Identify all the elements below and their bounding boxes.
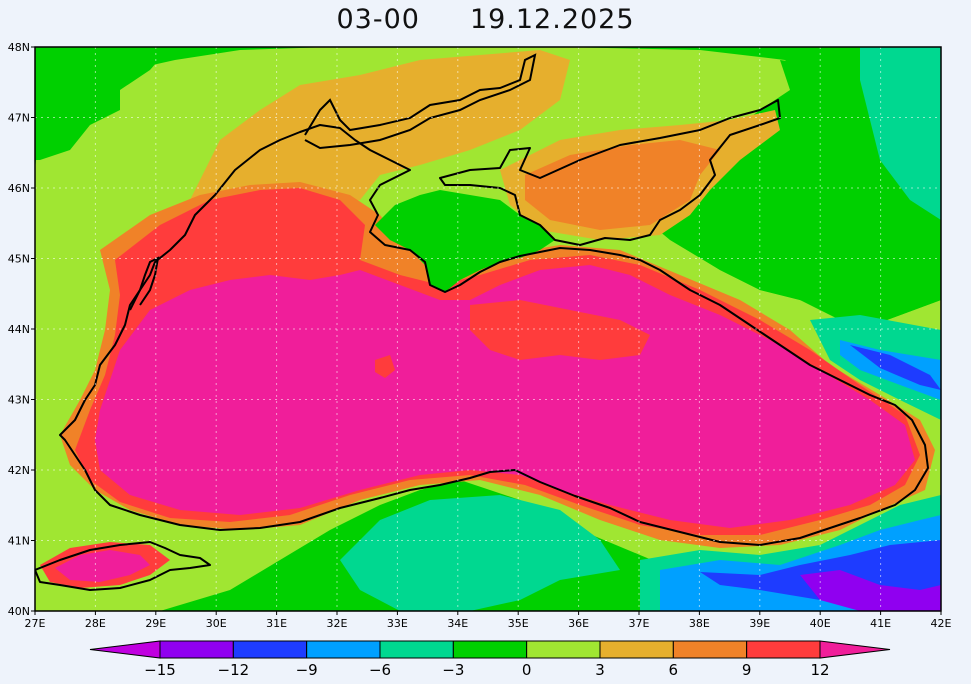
lon-label: 32E [327,617,348,630]
color-legend: −15 −12 −9 −6 −3 0 3 6 9 12 [89,640,891,679]
legend-swatch [746,640,821,659]
latitude-labels: 40N 41N 42N 43N 44N 45N 46N 47N 48N [8,41,35,618]
lat-label: 42N [8,464,30,477]
land-purple-patch-e [850,345,941,390]
lon-label: 34E [447,617,468,630]
lon-label: 42E [931,617,952,630]
legend-swatch [379,640,454,659]
lon-label: 29E [145,617,166,630]
region-orange-north [190,50,570,240]
legend-swatch [672,640,748,659]
legend-swatch [819,640,891,659]
sea-magenta-core [95,265,915,528]
lon-label: 28E [85,617,106,630]
legend-label: 6 [669,661,679,679]
legend-label: 9 [742,661,752,679]
land-crimea [375,190,555,292]
land-purple-patch-se [800,570,941,611]
region-marmara-magenta [55,550,150,582]
lon-label: 30E [206,617,227,630]
coastline-azov [439,99,781,246]
coastline-marmara [35,541,211,591]
legend-label: −12 [218,661,250,679]
lon-label: 33E [387,617,408,630]
lon-label: 36E [568,617,589,630]
lon-label: 40E [810,617,831,630]
land-green-patch-nw [35,47,170,160]
lon-label: 39E [749,617,770,630]
legend-swatch [232,640,308,659]
lon-label: 37E [629,617,650,630]
longitude-labels: 27E 28E 29E 30E 31E 32E 33E 34E 35E 36E 37E 38E 39E 4… [25,611,952,630]
legend-label: −15 [144,661,176,679]
land-teal-patch-south [340,495,620,611]
lon-label: 31E [266,617,287,630]
lat-label: 44N [8,323,30,336]
map-title: 03-00 19.12.2025 [0,4,971,35]
title-time: 03-00 [336,4,420,35]
legend-label: −6 [369,661,391,679]
lat-label: 40N [8,605,30,618]
lon-label: 41E [870,617,891,630]
coastline-dnieper [304,53,537,150]
legend-label: −3 [442,661,464,679]
legend-swatch [599,640,674,659]
sea-red-spot [375,355,395,378]
coastline-danube [129,256,160,311]
legend-swatch [526,640,601,659]
title-date: 19.12.2025 [469,4,635,35]
graticule [35,47,941,611]
lon-label: 27E [25,617,46,630]
lon-label: 35E [508,617,529,630]
legend-swatch [89,640,161,659]
lon-label: 38E [689,617,710,630]
legend-swatch [452,640,528,659]
lat-label: 48N [8,41,30,54]
lat-label: 43N [8,394,30,407]
legend-swatch [159,640,234,659]
legend-label: −9 [296,661,318,679]
lat-label: 41N [8,535,30,548]
legend-swatch [306,640,381,659]
legend-label: 12 [810,661,829,679]
coastline-main [59,124,929,546]
lat-label: 46N [8,182,30,195]
lat-label: 47N [8,112,30,125]
legend-label: 3 [595,661,605,679]
lat-label: 45N [8,253,30,266]
sea-red-patch-central [470,300,650,360]
legend-label: 0 [522,661,532,679]
